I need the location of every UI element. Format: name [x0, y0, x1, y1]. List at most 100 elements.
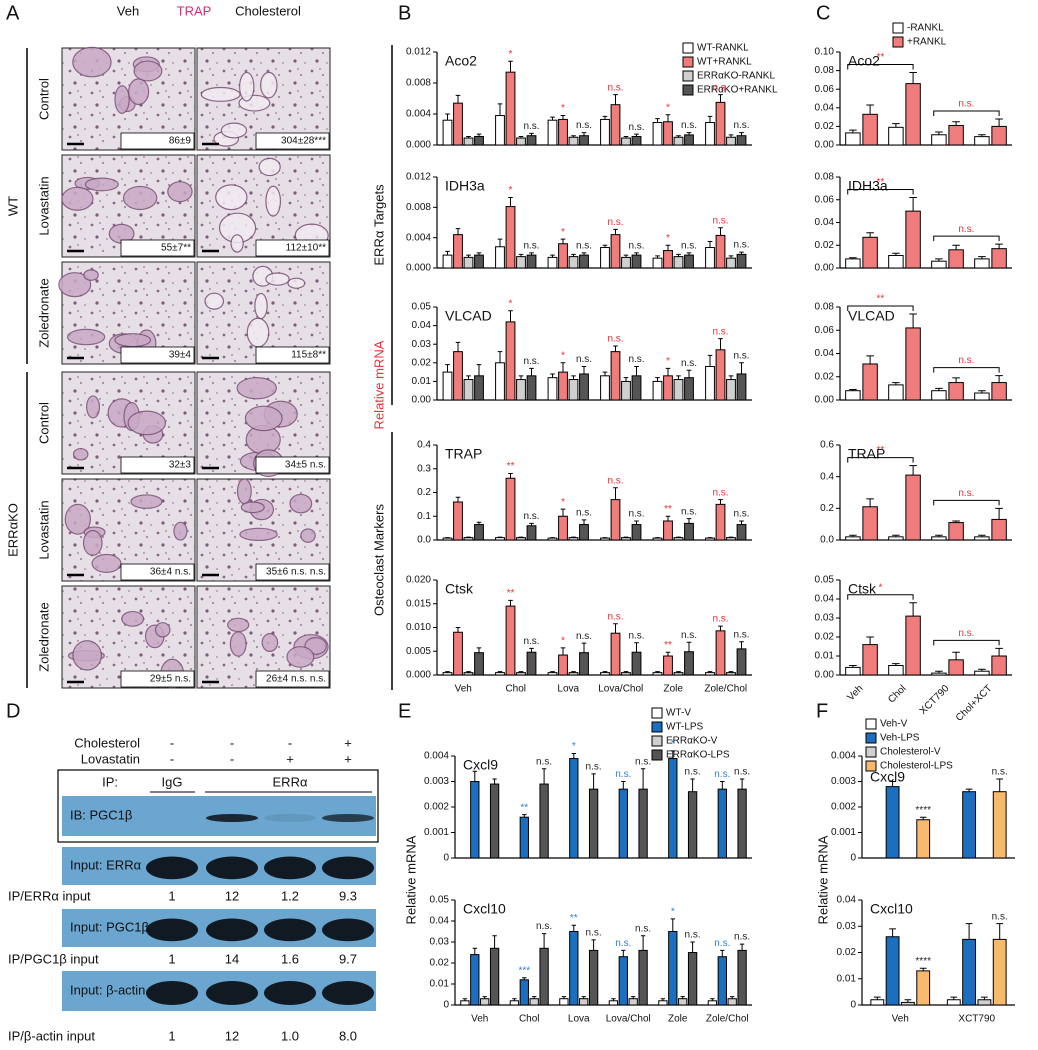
bar [470, 781, 480, 859]
bar [652, 537, 663, 541]
error-bar [686, 252, 692, 256]
y-tick-label: 0.04 [815, 594, 835, 605]
legend-label: +RANKL [907, 37, 947, 48]
bar [862, 236, 878, 269]
cell [246, 317, 270, 348]
error-bar [518, 135, 524, 139]
bracket [847, 305, 914, 311]
legend-label: ERRαKO-LPS [666, 750, 730, 761]
error-bar [482, 996, 487, 999]
cell [265, 272, 290, 286]
bar [845, 132, 861, 146]
significance-label: * [561, 227, 565, 238]
error-bar [571, 671, 576, 673]
y-tick-label: 0.06 [815, 84, 835, 95]
bar [539, 947, 549, 1006]
bar [736, 135, 747, 146]
significance-label: n.s. [576, 354, 592, 365]
y-tick-label: 0.6 [820, 440, 834, 451]
band [322, 814, 374, 822]
error-bar [550, 373, 555, 378]
band [322, 918, 374, 942]
significance-label: n.s. [523, 356, 539, 367]
bar [991, 248, 1007, 269]
bar [453, 102, 463, 146]
significance-label: n.s. [681, 630, 697, 641]
error-bar [730, 996, 735, 999]
significance-label: n.s. [523, 240, 539, 251]
column-header: Veh [117, 3, 139, 18]
error-bar [965, 788, 973, 792]
error-bar [623, 377, 629, 382]
count-label: 115±8** [291, 350, 326, 361]
count-box [255, 346, 330, 364]
error-bar [512, 998, 517, 1001]
error-bar [686, 518, 692, 524]
bar [948, 249, 964, 269]
cell [114, 85, 130, 114]
error-bar [718, 338, 723, 350]
error-bar [541, 933, 547, 949]
ip-group: ERRα [273, 774, 308, 789]
bar [631, 254, 642, 269]
error-bar [873, 996, 881, 1000]
significance-label: * [509, 185, 513, 196]
significance-label: n.s. [586, 761, 602, 772]
bar [495, 362, 505, 401]
significance-label: n.s. [523, 121, 539, 132]
error-bar [981, 996, 988, 1000]
cell [127, 410, 167, 436]
bar [870, 999, 885, 1006]
significance-label: n.s. [628, 122, 644, 133]
error-bar [550, 671, 555, 673]
error-bar [613, 345, 618, 352]
bar [588, 788, 599, 859]
bar [480, 998, 490, 1006]
x-tick-label: XCT790 [958, 1014, 995, 1025]
bar [991, 125, 1007, 146]
ratio-value: 9.3 [339, 888, 357, 903]
bar [516, 379, 526, 401]
bracket [847, 457, 914, 463]
cell [229, 631, 247, 657]
y-tick-label: 0.012 [406, 47, 431, 58]
error-bar [466, 375, 471, 380]
significance-label: n.s. [586, 928, 602, 939]
y-tick-label: 0.008 [406, 202, 431, 213]
bar [862, 506, 878, 541]
error-bar [909, 71, 917, 84]
error-bar [571, 924, 576, 932]
legend-label: Veh-V [880, 719, 908, 730]
bar [962, 938, 977, 1006]
bar [442, 537, 453, 541]
significance-label: * [666, 102, 670, 113]
ratio-value: 1 [168, 1028, 175, 1043]
bracket [933, 367, 1000, 373]
bar [977, 999, 992, 1006]
bar [705, 122, 715, 146]
y-tick-label: 0.001 [831, 827, 856, 838]
significance-label: **** [915, 805, 931, 816]
x-tick-label: Zole/Chol [706, 1014, 749, 1025]
x-tick-label: Chol [505, 684, 526, 695]
treatment-sign: + [344, 751, 352, 766]
significance-label: n.s. [681, 358, 697, 369]
error-bar [591, 773, 596, 790]
error-bar [466, 135, 471, 139]
y-tick-label: 0.0 [417, 535, 431, 546]
count-box [255, 563, 330, 581]
bar [931, 672, 947, 676]
error-bar [909, 196, 917, 212]
bar [737, 788, 747, 859]
y-tick-label: 0.01 [837, 973, 857, 984]
error-bar [892, 382, 900, 385]
error-bar [472, 947, 477, 955]
bar [931, 260, 947, 269]
y-tick-label: 0.02 [815, 371, 835, 382]
error-bar [634, 366, 639, 376]
chart-title: Ctsk [445, 581, 474, 597]
error-bar [613, 623, 618, 634]
error-bar [476, 252, 482, 256]
significance-label: * [572, 741, 576, 752]
significance-label: n.s. [712, 326, 728, 337]
